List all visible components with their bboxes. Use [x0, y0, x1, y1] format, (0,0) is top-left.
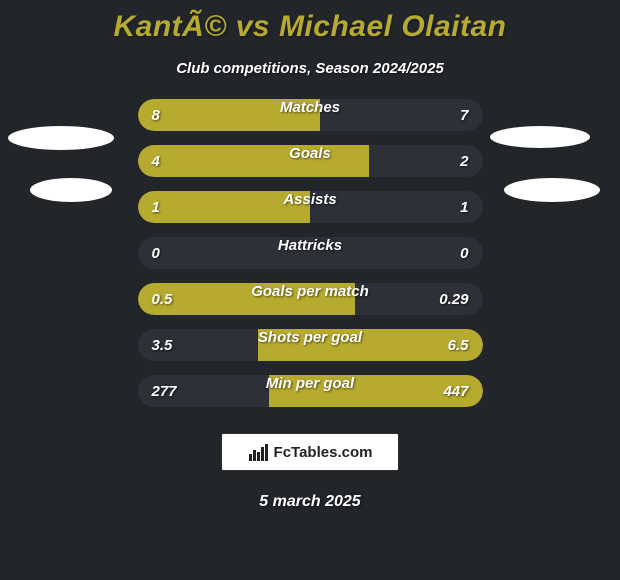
stat-left-value: 1: [152, 199, 160, 216]
stat-overlay: 00: [138, 237, 483, 269]
decorative-ellipse: [30, 178, 112, 202]
stat-left-value: 4: [152, 153, 160, 170]
page-subtitle: Club competitions, Season 2024/2025: [0, 60, 620, 77]
stat-row: 0.50.29Goals per match: [138, 283, 483, 315]
decorative-ellipse: [490, 126, 590, 148]
stats-table: 87Matches42Goals11Assists00Hattricks0.50…: [138, 99, 483, 407]
stat-right-value: 6.5: [448, 337, 469, 354]
stat-overlay: 87: [138, 99, 483, 131]
stat-row: 3.56.5Shots per goal: [138, 329, 483, 361]
stat-row: 87Matches: [138, 99, 483, 131]
stat-right-value: 0: [460, 245, 468, 262]
stat-overlay: 0.5 0.29: [138, 283, 483, 315]
stat-left-value: 0: [152, 245, 160, 262]
decorative-ellipse: [504, 178, 600, 202]
stat-overlay: 42: [138, 145, 483, 177]
stat-right-value: 7: [460, 107, 468, 124]
stat-row: 277447Min per goal: [138, 375, 483, 407]
stat-overlay: 11: [138, 191, 483, 223]
stat-left-value: 277: [152, 383, 177, 400]
stat-right-value: 1: [460, 199, 468, 216]
brand-text: FcTables.com: [274, 444, 373, 461]
stat-row: 00Hattricks: [138, 237, 483, 269]
brand-badge: FcTables.com: [221, 433, 399, 471]
stat-overlay: 277 447: [138, 375, 483, 407]
stat-left-value: 0.5: [152, 291, 173, 308]
page-title: KantÃ© vs Michael Olaitan: [0, 0, 620, 44]
stat-row: 11Assists: [138, 191, 483, 223]
infographic-date: 5 march 2025: [0, 493, 620, 511]
stat-row: 42Goals: [138, 145, 483, 177]
stat-right-value: 0.29: [439, 291, 468, 308]
comparison-infographic: KantÃ© vs Michael Olaitan Club competiti…: [0, 0, 620, 580]
stat-left-value: 8: [152, 107, 160, 124]
stat-left-value: 3.5: [152, 337, 173, 354]
brand-bars-icon: [248, 442, 270, 462]
stat-overlay: 3.5 6.5: [138, 329, 483, 361]
stat-right-value: 2: [460, 153, 468, 170]
decorative-ellipse: [8, 126, 114, 150]
stat-right-value: 447: [443, 383, 468, 400]
